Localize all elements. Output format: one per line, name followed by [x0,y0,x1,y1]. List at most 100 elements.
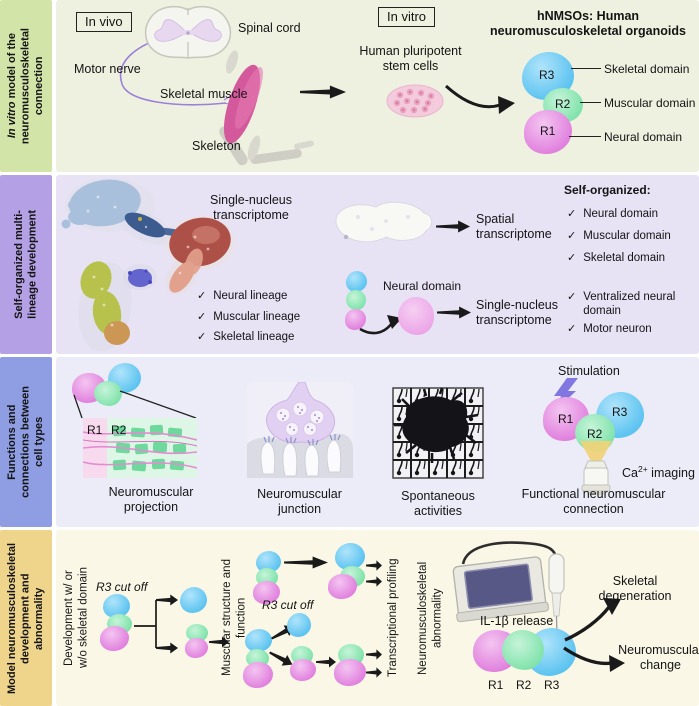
check-neural-lineage: ✓ Neural lineage [197,290,288,302]
in-vitro-label: In vitro [378,7,436,27]
umap-plot [61,178,235,351]
check-motor-neuron: ✓ Motor neuron [567,323,652,335]
mini-organoid-magenta [345,309,366,330]
caption-spontaneous-activities: Spontaneous activities [401,489,475,518]
abnormal-r3-label: R3 [544,678,560,692]
abnormal-r2-label: R2 [516,678,532,692]
arrow-to-snt2 [437,306,471,319]
spinal-cord-label: Spinal cord [238,21,301,35]
arrow-i-out-1 [366,649,382,660]
check-muscular-domain: ✓ Muscular domain [567,230,671,242]
spatial-transcriptome-label: Spatial transcriptome [476,212,552,241]
caption-neuromuscular-projection: Neuromuscular projection [108,485,194,514]
self-organized-title: Self-organized: [564,183,651,197]
skeletal-degeneration-label: Skeletal degeneration [598,574,672,603]
panel-in-vitro-model: In vivo Spinal cord Motor nerve Skeletal… [56,0,699,172]
rotated-abnormality-label: Neuromusculoskeletal abnormality [417,561,444,675]
cut-rest-magenta-2 [290,659,316,681]
check-skeletal-lineage: ✓ Skeletal lineage [197,331,295,343]
projection-organoid-green [94,381,122,406]
r3-cut-off-label-2: R3 cut off [262,598,314,612]
skeleton-label: Skeleton [192,139,241,153]
mea-spontaneous-activity-image [392,387,484,479]
in-vivo-anatomy-illustration [119,35,314,166]
injector-pen [548,553,565,659]
sidebar-model-abnormality: Model neuromusculoskeletal development a… [0,530,52,706]
cut-rest-magenta [185,638,208,658]
sidebar-self-organized-label: Self-organized multi- lineage developmen… [12,210,38,319]
projection-r2-label: R2 [111,423,127,437]
neuromuscular-projection-micrograph [83,418,197,478]
neural-domain-callout-label: Neural domain [383,279,462,293]
rotated-transcriptional-label: Transcriptional profiling [387,558,399,678]
organoid-d-blue [256,551,281,573]
r1-label: R1 [540,124,556,138]
motor-nerve-label: Motor nerve [74,62,141,76]
panel-functions: R1 R2 Neuromuscular projection Neu [56,357,699,527]
motor-nerve-path [119,35,227,106]
arrow-d-to-e [284,556,328,569]
arrow-in-vivo-to-in-vitro [300,85,346,99]
cut-blue-blob-2 [287,613,311,637]
device-cable [461,541,558,565]
organoid-i-magenta [334,659,366,686]
il1b-injection-device [452,541,565,659]
stimulation-label: Stimulation [558,364,620,378]
caption-functional-connection: Functional neuromuscular connection [521,487,666,516]
leader-muscular [580,102,601,104]
projection-r1-label: R1 [87,423,103,437]
device-console [452,556,549,623]
cut-rest-green [186,624,208,642]
panel-model-abnormality: Development w/ or w/o skeletal domain R3… [56,530,699,706]
stem-cell-colony [386,84,444,118]
organoid-e-magenta [328,574,357,599]
r3-cut-off-label-1: R3 cut off [96,580,148,594]
r2-label: R2 [555,97,571,111]
sidebar-in-vitro-model-label: In vitro model of the neuromusculoskelet… [5,27,45,145]
arrow-e-out-1 [366,560,382,571]
sidebar-self-organized: Self-organized multi- lineage developmen… [0,175,52,354]
single-nucleus-2-label: Single-nucleus transcriptome [476,298,558,327]
il1b-release-label: IL-1β release [480,614,554,628]
skeletal-muscle-label: Skeletal muscle [160,87,248,101]
sidebar-in-vitro-model: In vitro model of the neuromusculoskelet… [0,0,52,172]
leader-neural [569,136,601,138]
tissue-section [335,201,433,243]
arrow-i-out-2 [366,667,382,678]
organoid-a-magenta [100,626,129,651]
skeletal-domain-label: Skeletal domain [604,62,690,76]
organoid-e-blue [335,543,365,570]
muscular-domain-label: Muscular domain [604,96,696,110]
curved-arrow-neuromuscular-change [563,646,625,672]
curved-arrow-to-neural-domain [359,315,402,335]
neural-domain-label: Neural domain [604,130,683,144]
caption-neuromuscular-junction: Neuromuscular junction [257,487,342,516]
organoid-f-magenta [243,662,273,688]
arrow-h-to-i [316,656,336,668]
panel-self-organized: Single-nucleus transcriptome ✓ Neural lin… [56,175,699,354]
sidebar-model-abnormality-label: Model neuromusculoskeletal development a… [5,542,45,694]
mini-organoid-green [346,290,366,310]
check-skeletal-domain: ✓ Skeletal domain [567,252,666,264]
check-muscular-lineage: ✓ Muscular lineage [197,311,301,323]
stem-cells-label: Human pluripotent stem cells [359,44,462,73]
zoom-connector-lines [73,390,197,419]
objective-lens-icon [580,441,612,495]
neural-domain-blob [398,297,434,335]
neuromuscular-junction-illustration [247,382,353,478]
arrow-e-out-2 [366,576,382,587]
cut-blue-blob [180,587,207,613]
sidebar-functions: Functions and connections between cell t… [0,357,52,527]
in-vivo-label: In vivo [76,12,132,32]
organoid-f-blue [245,629,272,652]
spinal-cord-illustration [144,5,232,59]
functional-r3-label: R3 [612,405,628,419]
curved-arrow-skeletal-degeneration [564,598,621,642]
ca-imaging-label: Ca2+ imaging [622,464,695,481]
check-neural-domain: ✓ Neural domain [567,208,659,220]
functional-r1-label: R1 [558,412,574,426]
curved-arrow-to-organoid [444,84,515,114]
neuromuscular-change-label: Neuromuscular change [618,643,699,672]
functional-r2-label: R2 [587,427,603,441]
